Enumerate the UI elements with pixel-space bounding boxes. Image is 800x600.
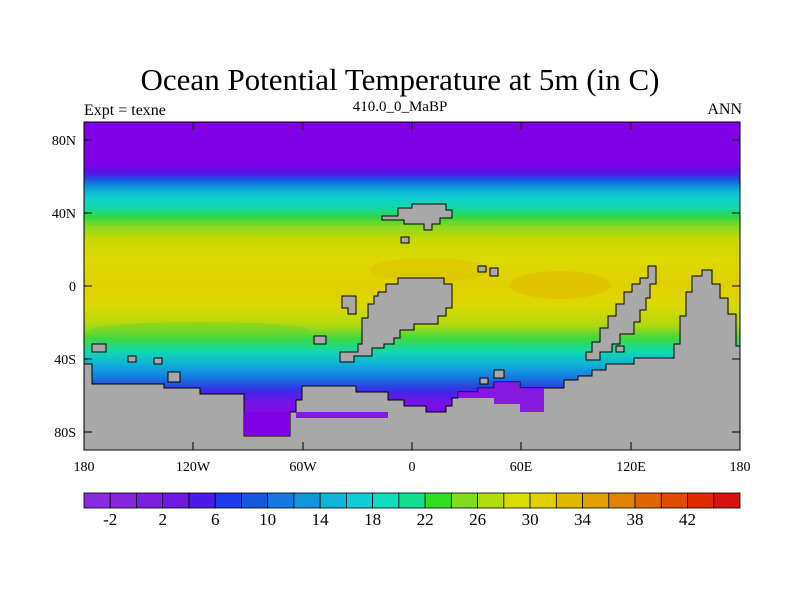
warm-pool-tethys <box>510 271 610 299</box>
warm-pool-atlantic <box>370 258 490 282</box>
y-tick-labels: 80N 40N 0 40S 80S <box>52 134 76 441</box>
colorbar-swatch <box>162 492 190 509</box>
x-axis <box>83 122 632 450</box>
colorbar-label: -2 <box>103 510 117 529</box>
colorbar-label: 34 <box>574 510 592 529</box>
polar-cold-water <box>244 382 544 436</box>
land-masses <box>83 203 741 451</box>
colorbar-label: 6 <box>211 510 220 529</box>
colorbar-swatch <box>424 492 452 509</box>
colorbar-swatch <box>529 492 557 509</box>
land-gondwana-africa <box>339 277 453 363</box>
land-islet-3 <box>313 335 327 345</box>
season-label: ANN <box>707 101 742 118</box>
colorbar-label: 30 <box>522 510 539 529</box>
experiment-label: Expt = texne <box>84 102 166 119</box>
colorbar-swatch <box>293 492 321 509</box>
y-tick-label: 0 <box>69 280 76 295</box>
y-tick-label: 80N <box>52 134 76 149</box>
colorbar-swatch <box>555 492 583 509</box>
y-tick-label: 40S <box>54 353 76 368</box>
x-tick-label: 0 <box>409 460 416 475</box>
land-islet-8 <box>153 357 163 365</box>
map-title: Ocean Potential Temperature at 5m (in C) <box>140 62 660 97</box>
colorbar-label: 38 <box>627 510 644 529</box>
land-islet-6 <box>91 343 107 353</box>
colorbar-label: 2 <box>158 510 167 529</box>
colorbar-labels: -2 2 6 10 14 18 22 26 30 34 38 42 <box>103 510 696 529</box>
time-label: 410.0_0_MaBP <box>352 99 448 115</box>
y-axis <box>84 139 740 433</box>
land-islet-7 <box>127 355 137 363</box>
colorbar-swatch <box>136 492 164 509</box>
colorbar-swatch <box>83 492 111 509</box>
x-tick-label: 180 <box>74 460 95 475</box>
colorbar-swatch <box>372 492 400 509</box>
colorbar-swatch <box>503 492 531 509</box>
x-tick-label: 60E <box>510 460 533 475</box>
colorbar-swatch <box>634 492 662 509</box>
land-islet-9 <box>167 371 181 383</box>
colorbar-swatch <box>188 492 216 509</box>
x-tick-label: 180 <box>730 460 751 475</box>
colorbar-swatch <box>477 492 505 509</box>
colorbar-swatch <box>450 492 478 509</box>
colorbar-swatch <box>214 492 242 509</box>
land-islet-10 <box>479 377 489 385</box>
land-east-continent <box>585 265 657 361</box>
colorbar-swatch <box>582 492 610 509</box>
colorbar <box>83 492 741 509</box>
x-tick-labels: 180 120W 60W 0 60E 120E 180 <box>74 460 751 475</box>
x-tick-label: 120E <box>616 460 646 475</box>
colorbar-label: 22 <box>417 510 434 529</box>
colorbar-swatch <box>660 492 688 509</box>
colorbar-label: 42 <box>679 510 696 529</box>
colorbar-swatch <box>345 492 374 509</box>
green-band-south <box>90 322 310 338</box>
colorbar-swatch <box>109 492 137 509</box>
colorbar-label: 10 <box>259 510 276 529</box>
colorbar-label: 18 <box>364 510 381 529</box>
land-islet-5 <box>615 345 625 353</box>
colorbar-swatch <box>319 492 347 509</box>
land-north-europe <box>381 203 453 231</box>
colorbar-swatch <box>267 492 295 509</box>
colorbar-swatch <box>398 492 426 509</box>
colorbar-swatch <box>713 492 741 509</box>
y-tick-label: 80S <box>54 426 76 441</box>
colorbar-swatch <box>608 492 636 509</box>
colorbar-swatch <box>687 492 715 509</box>
x-tick-label: 120W <box>176 460 211 475</box>
colorbar-label: 14 <box>312 510 330 529</box>
x-tick-label: 60W <box>289 460 317 475</box>
land-islet-2 <box>341 295 357 315</box>
y-tick-label: 40N <box>52 207 76 222</box>
land-islets-4 <box>477 265 499 277</box>
colorbar-label: 26 <box>469 510 486 529</box>
land-islet-1 <box>400 236 410 244</box>
land-islet-11 <box>493 369 505 379</box>
colorbar-swatch <box>241 492 269 509</box>
